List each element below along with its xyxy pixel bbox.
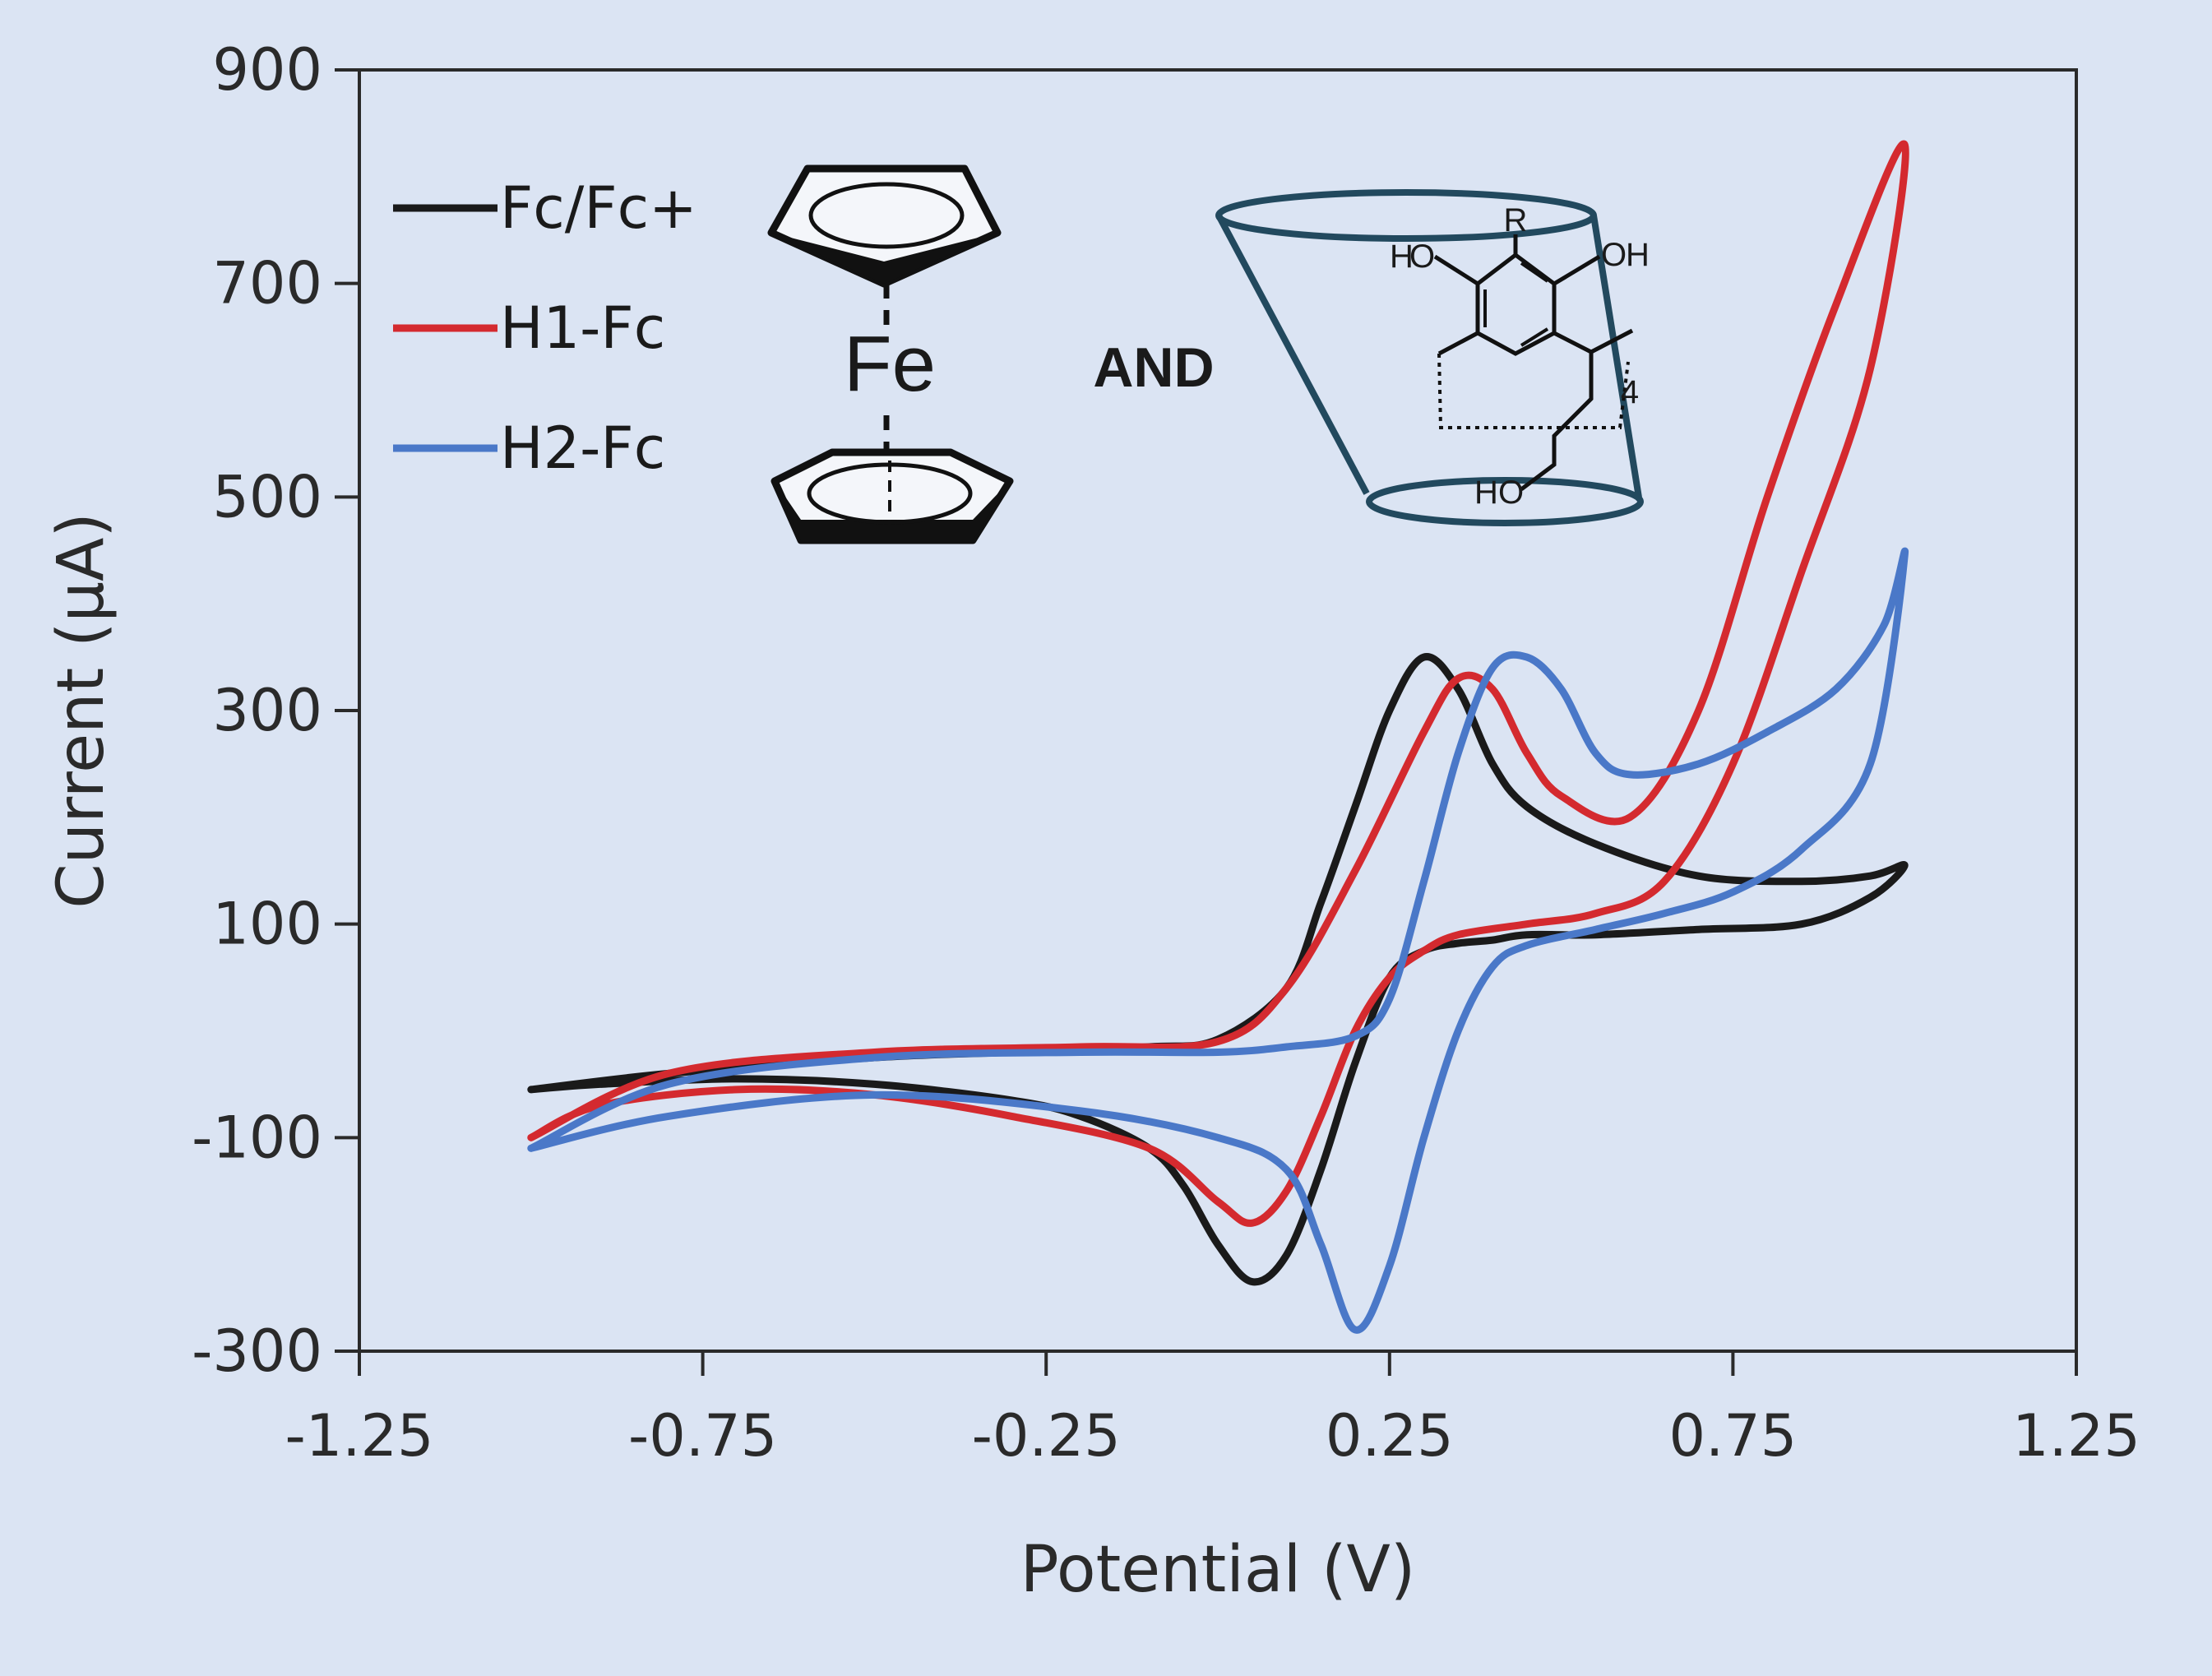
left-linker xyxy=(1437,331,1479,356)
r-group-label: R xyxy=(1504,202,1528,238)
series-layer xyxy=(527,140,1909,1334)
oh-left-h-label: H xyxy=(1390,238,1414,275)
repeat-label: 4 xyxy=(1621,374,1639,410)
legend-label-h2: H2-Fc xyxy=(500,414,665,482)
cup-side-left xyxy=(1215,214,1370,495)
oh-right-h-label: H xyxy=(1626,237,1650,273)
ferrocene-structure: Fe xyxy=(767,164,1014,544)
x-axis-title: Potential (V) xyxy=(1020,1533,1416,1607)
ferrocene-bottom-shade xyxy=(775,481,1010,540)
x-tick-label: -0.25 xyxy=(972,1402,1121,1470)
y-tick-label: -100 xyxy=(192,1104,322,1171)
benzene-inner-2 xyxy=(1520,327,1549,347)
cup-side-right-visible xyxy=(1590,215,1642,498)
ferrocene-top-shade xyxy=(771,233,997,284)
and-label: AND xyxy=(1093,336,1214,399)
y-axis-title: Current (μA) xyxy=(44,512,118,909)
y-tick-label: 900 xyxy=(212,36,322,104)
ferrocene-iron-label: Fe xyxy=(844,320,936,408)
benzene-inner-3 xyxy=(1520,262,1549,283)
y-axis-ticks: -300 -100 100 300 500 700 900 xyxy=(192,36,359,1385)
oh-left-o-label: O xyxy=(1409,238,1435,275)
y-tick-label: 100 xyxy=(212,891,322,958)
legend-label-h1: H1-Fc xyxy=(500,294,665,362)
alkyl-chain xyxy=(1520,352,1594,491)
cavitand-structure: R H O O H 4 H O xyxy=(1215,189,1650,526)
oh-right-bond xyxy=(1553,254,1601,286)
bottom-h-label: H xyxy=(1474,475,1498,511)
y-tick-label: -300 xyxy=(192,1317,322,1385)
ferrocene-top-ellipse xyxy=(808,182,965,249)
x-axis-ticks: -1.25 -0.75 -0.25 0.25 0.75 1.25 xyxy=(285,1351,2140,1470)
oh-left-bond xyxy=(1433,254,1479,286)
y-tick-label: 700 xyxy=(212,250,322,317)
series-h2-fc xyxy=(527,547,1909,1334)
x-tick-label: 1.25 xyxy=(2012,1402,2140,1470)
left-linker-dotted xyxy=(1437,353,1630,429)
oh-right-o-label: O xyxy=(1601,237,1627,273)
x-tick-label: 0.75 xyxy=(1668,1402,1797,1470)
x-tick-label: -0.75 xyxy=(628,1402,777,1470)
legend: Fc/Fc+ H1-Fc H2-Fc xyxy=(393,174,697,482)
y-tick-label: 300 xyxy=(212,677,322,744)
x-tick-label: 0.25 xyxy=(1326,1402,1454,1470)
legend-label-fc: Fc/Fc+ xyxy=(500,174,697,242)
series-h1-fc xyxy=(527,140,1909,1227)
x-tick-label: -1.25 xyxy=(285,1402,433,1470)
bottom-o-label: O xyxy=(1498,475,1524,511)
y-tick-label: 500 xyxy=(212,463,322,530)
cup-rim-bottom xyxy=(1366,477,1644,526)
